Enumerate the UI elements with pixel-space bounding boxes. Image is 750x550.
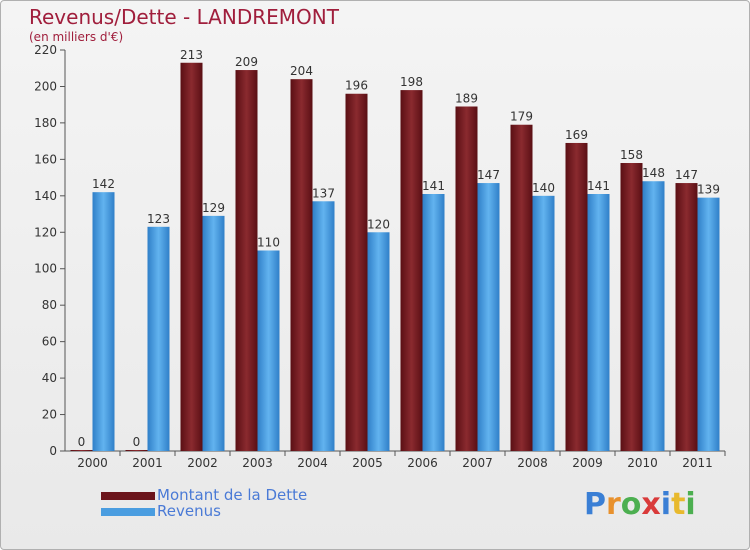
- x-tick-label: 2008: [517, 456, 548, 470]
- data-label-debt: 0: [78, 435, 86, 449]
- data-label-revenus: 141: [422, 179, 445, 193]
- y-tick-label: 140: [34, 189, 57, 203]
- data-label-debt: 198: [400, 75, 423, 89]
- bar-revenus: [587, 193, 610, 451]
- legend-swatch-debt: [101, 492, 155, 500]
- y-tick-label: 60: [42, 335, 57, 349]
- legend-label-revenus: Revenus: [157, 502, 221, 520]
- bar-debt: [675, 183, 698, 452]
- data-label-revenus: 147: [477, 168, 500, 182]
- logo-letter: i: [660, 487, 672, 522]
- data-label-debt: 0: [133, 435, 141, 449]
- data-label-revenus: 123: [147, 212, 170, 226]
- x-tick-label: 2003: [242, 456, 273, 470]
- data-label-revenus: 137: [312, 186, 335, 200]
- y-tick-label: 80: [42, 298, 57, 312]
- x-tick-label: 2010: [627, 456, 658, 470]
- y-tick-label: 20: [42, 408, 57, 422]
- bar-debt: [510, 124, 533, 452]
- bar-revenus: [257, 250, 280, 451]
- data-label-revenus: 139: [697, 183, 720, 197]
- data-label-debt: 158: [620, 148, 643, 162]
- bar-debt: [345, 93, 368, 451]
- data-label-revenus: 141: [587, 179, 610, 193]
- legend-swatch-revenus: [101, 508, 155, 516]
- x-tick-label: 2005: [352, 456, 383, 470]
- data-label-revenus: 110: [257, 236, 280, 250]
- data-label-debt: 189: [455, 92, 478, 106]
- y-tick-label: 120: [34, 225, 57, 239]
- data-label-revenus: 148: [642, 166, 665, 180]
- x-tick-label: 2006: [407, 456, 438, 470]
- x-tick-label: 2000: [77, 456, 108, 470]
- logo-letter: r: [606, 487, 621, 522]
- bar-revenus: [697, 197, 720, 451]
- data-label-debt: 147: [675, 168, 698, 182]
- bar-revenus: [532, 195, 555, 451]
- logo-letter: P: [584, 487, 606, 522]
- x-tick-label: 2011: [682, 456, 713, 470]
- x-tick-label: 2001: [132, 456, 163, 470]
- x-tick-label: 2004: [297, 456, 328, 470]
- data-label-debt: 169: [565, 128, 588, 142]
- bar-debt: [620, 163, 643, 451]
- y-tick-label: 200: [34, 79, 57, 93]
- proxiti-logo: Proxiti: [584, 487, 696, 522]
- x-tick-label: 2009: [572, 456, 603, 470]
- x-tick-label: 2007: [462, 456, 493, 470]
- data-label-revenus: 140: [532, 181, 555, 195]
- bar-revenus: [312, 201, 335, 451]
- y-tick-label: 100: [34, 262, 57, 276]
- y-tick-label: 180: [34, 116, 57, 130]
- y-tick-label: 40: [42, 371, 57, 385]
- data-label-revenus: 142: [92, 177, 115, 191]
- data-label-revenus: 129: [202, 201, 225, 215]
- legend-label-debt: Montant de la Dette: [157, 486, 308, 504]
- bar-layer: [70, 62, 720, 452]
- data-label-debt: 209: [235, 55, 258, 69]
- label-layer: 0 142 0 123 213 129 209 110 204 137 196 120 198 141 18…: [78, 48, 720, 449]
- bar-debt: [400, 90, 423, 451]
- logo-letter: i: [685, 487, 696, 522]
- bar-debt: [565, 142, 588, 451]
- bar-debt: [70, 450, 93, 451]
- data-label-revenus: 120: [367, 217, 390, 231]
- bar-revenus: [147, 226, 170, 451]
- bar-revenus: [367, 232, 390, 451]
- data-label-debt: 204: [290, 64, 313, 78]
- bar-debt: [125, 450, 148, 451]
- chart-title: Revenus/Dette - LANDREMONT: [29, 5, 339, 29]
- y-tick-label: 160: [34, 152, 57, 166]
- bar-debt: [180, 62, 203, 451]
- y-tick-label: 0: [49, 444, 57, 458]
- chart-subtitle: (en milliers d'€): [29, 30, 124, 44]
- bar-debt: [455, 106, 478, 451]
- logo-letter: o: [620, 487, 642, 522]
- y-tick-label: 220: [34, 43, 57, 57]
- data-label-debt: 213: [180, 48, 203, 62]
- data-label-debt: 196: [345, 79, 368, 93]
- bar-revenus: [422, 193, 445, 451]
- bar-debt: [235, 70, 258, 452]
- bar-revenus: [642, 181, 665, 451]
- logo-letter: x: [641, 487, 661, 522]
- bar-revenus: [477, 183, 500, 452]
- bar-revenus: [92, 192, 115, 451]
- x-tick-label: 2002: [187, 456, 218, 470]
- logo-letter: t: [671, 487, 686, 522]
- bar-debt: [290, 79, 313, 451]
- data-label-debt: 179: [510, 110, 533, 124]
- bar-revenus: [202, 215, 225, 451]
